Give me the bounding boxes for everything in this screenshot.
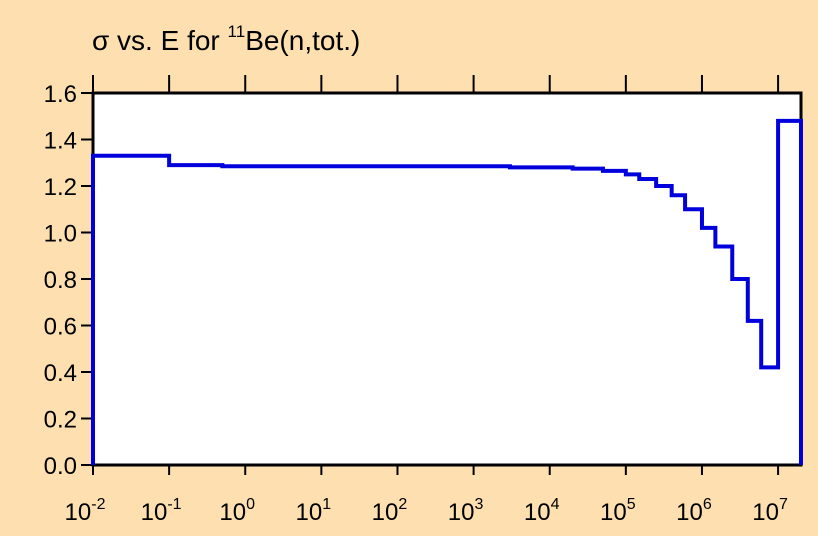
x-tick-label-exponent: 5 [627, 496, 636, 513]
x-tick-label-base: 10 [524, 499, 551, 526]
x-tick-label-exponent: 2 [398, 496, 407, 513]
y-tick-label: 0.2 [44, 407, 77, 434]
y-tick-label: 0.8 [44, 267, 77, 294]
y-tick-label: 0.6 [44, 314, 77, 341]
x-tick-label: 10-2 [65, 496, 106, 526]
chart-title-suffix: Be(n,tot.) [245, 25, 360, 56]
x-tick-label-exponent: 1 [322, 496, 331, 513]
x-tick-label-exponent: 7 [779, 496, 788, 513]
y-tick-label: 1.4 [44, 128, 77, 155]
x-tick-label-base: 10 [65, 499, 92, 526]
x-tick-label: 102 [372, 496, 408, 526]
x-tick-label-base: 10 [372, 499, 399, 526]
x-tick-label: 10-1 [141, 496, 182, 526]
x-tick-label-base: 10 [752, 499, 779, 526]
plot-area [91, 91, 803, 467]
x-tick-label-exponent: -2 [91, 496, 105, 513]
y-tick-label: 1.2 [44, 174, 77, 201]
x-tick-label-exponent: 3 [475, 496, 484, 513]
y-axis-ticks: 0.0 0.2 0.4 0.6 0.8 1.0 1.2 1.4 1.6 [44, 81, 93, 480]
x-tick-label: 106 [676, 496, 712, 526]
y-tick-label: 1.6 [44, 81, 77, 108]
x-tick-label: 101 [296, 496, 332, 526]
x-tick-label: 103 [448, 496, 484, 526]
chart-title-prefix: σ vs. E for [92, 25, 228, 56]
x-axis-ticks: 10-2 10-1 100 101 102 103 104 105 106 107 [65, 75, 788, 526]
x-tick-label-base: 10 [676, 499, 703, 526]
x-tick-label-base: 10 [141, 499, 168, 526]
x-tick-label: 107 [752, 496, 788, 526]
y-tick-label: 0.0 [44, 453, 77, 480]
x-tick-label: 104 [524, 496, 560, 526]
y-tick-label: 1.0 [44, 221, 77, 248]
x-tick-label-exponent: 6 [703, 496, 712, 513]
series-line [91, 118, 803, 465]
y-tick-label: 0.4 [44, 360, 77, 387]
series-group [91, 118, 803, 465]
x-tick-label-base: 10 [296, 499, 323, 526]
x-tick-label-exponent: 0 [246, 496, 255, 513]
x-tick-label-base: 10 [448, 499, 475, 526]
x-tick-label-exponent: 4 [551, 496, 560, 513]
chart-title: σ vs. E for 11Be(n,tot.) [92, 22, 360, 56]
x-tick-label: 105 [600, 496, 636, 526]
x-tick-label-exponent: -1 [167, 496, 181, 513]
x-tick-label-base: 10 [600, 499, 627, 526]
x-tick-label: 100 [219, 496, 255, 526]
chart-title-superscript: 11 [228, 22, 246, 41]
x-tick-label-base: 10 [219, 499, 246, 526]
